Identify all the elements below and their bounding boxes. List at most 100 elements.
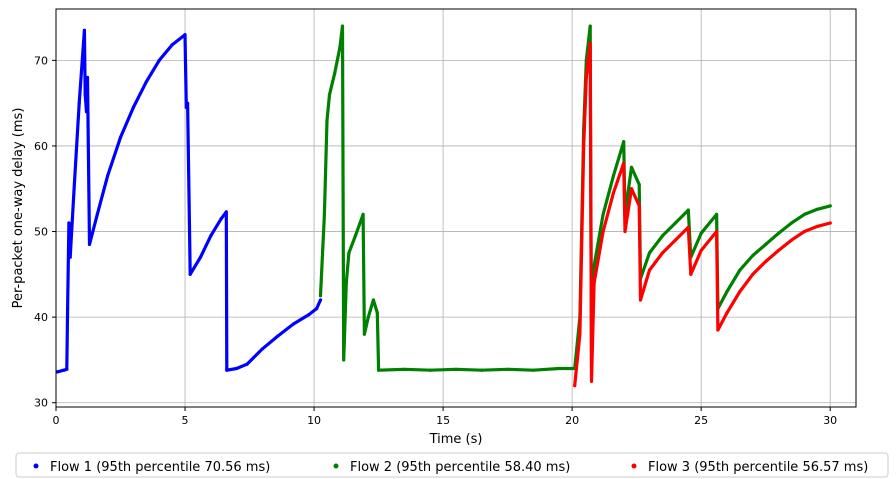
data-point [751, 253, 755, 258]
data-point [637, 204, 641, 208]
series-line-flow-2 [318, 24, 832, 372]
y-axis-label: Per-packet one-way delay (ms) [11, 108, 26, 309]
data-point [715, 229, 719, 234]
data-point [371, 298, 375, 302]
data-point [647, 251, 652, 255]
data-point [318, 294, 323, 298]
data-point [802, 229, 807, 234]
y-tick-label: 70 [34, 54, 48, 67]
data-point [375, 311, 379, 315]
data-point [777, 248, 781, 252]
data-point [131, 105, 135, 109]
data-point [188, 272, 192, 276]
series-flow-1 [55, 28, 323, 374]
y-tick-label: 30 [34, 397, 48, 410]
data-point [689, 272, 693, 276]
data-point [588, 24, 592, 28]
legend-label-flow-3: Flow 3 (95th percentile 56.57 ms) [648, 460, 868, 475]
data-point [245, 362, 249, 366]
x-tick-label: 0 [53, 414, 60, 427]
data-point [118, 135, 123, 139]
data-point [699, 248, 703, 252]
y-tick-label: 50 [34, 226, 48, 239]
data-point [186, 101, 190, 105]
data-point [276, 334, 280, 338]
data-point [361, 212, 365, 216]
data-point [789, 238, 794, 242]
data-point [327, 93, 332, 97]
data-point [225, 368, 229, 372]
data-point [95, 212, 99, 216]
data-point [77, 101, 81, 105]
data-point [557, 366, 561, 371]
data-point [87, 242, 92, 246]
series-line-flow-1 [55, 28, 323, 374]
data-point [219, 217, 223, 221]
data-point [366, 315, 370, 319]
data-point [738, 289, 742, 294]
data-point [68, 255, 72, 259]
data-point [347, 251, 351, 255]
data-point [716, 328, 720, 332]
data-point [428, 368, 432, 372]
y-tick-label: 60 [34, 140, 48, 153]
series-flow-3 [573, 41, 832, 388]
data-point [224, 210, 228, 214]
data-point [592, 281, 596, 285]
data-point [660, 251, 665, 255]
data-point [573, 384, 577, 388]
plot-area [55, 24, 832, 388]
data-point [184, 105, 188, 109]
data-point [828, 221, 832, 225]
x-tick-label: 25 [694, 414, 708, 427]
data-point [315, 307, 319, 311]
data-point [815, 207, 819, 211]
data-point [582, 144, 586, 148]
data-point [333, 71, 337, 75]
data-point [66, 307, 70, 311]
data-point [622, 161, 626, 165]
x-tick-label: 10 [307, 414, 321, 427]
data-point [82, 28, 86, 32]
legend: Flow 1 (95th percentile 70.56 ms) Flow 2… [15, 452, 889, 478]
data-point [183, 33, 187, 37]
data-point [72, 187, 76, 191]
data-point [84, 110, 89, 114]
legend-marker-flow-3 [631, 463, 637, 469]
data-point [638, 298, 643, 302]
data-point [170, 43, 174, 47]
data-point [764, 259, 768, 264]
legend-marker-flow-1 [33, 463, 39, 469]
data-point [584, 75, 588, 80]
data-point [686, 225, 690, 229]
data-point [291, 322, 295, 326]
data-point [592, 264, 596, 268]
data-point [198, 255, 203, 259]
data-point [828, 204, 832, 208]
data-point [144, 80, 148, 84]
series-line-flow-3 [573, 41, 832, 388]
data-point [673, 221, 678, 225]
data-point [777, 231, 781, 235]
data-point [62, 368, 66, 372]
data-point [480, 368, 484, 372]
data-point [235, 366, 239, 371]
data-point [622, 140, 626, 144]
grid-lines [55, 9, 856, 407]
data-point [454, 367, 458, 371]
data-point [325, 118, 329, 122]
data-point [106, 174, 110, 178]
data-point [402, 367, 406, 371]
data-point [725, 311, 729, 315]
data-point [637, 182, 641, 187]
data-point [67, 221, 71, 225]
data-point [725, 289, 729, 294]
data-point [342, 358, 346, 362]
data-point [353, 234, 357, 238]
legend-box [15, 452, 889, 478]
data-point [338, 45, 342, 50]
x-tick-label: 20 [565, 414, 579, 427]
data-point [344, 281, 348, 285]
legend-label-flow-2: Flow 2 (95th percentile 58.40 ms) [350, 460, 570, 475]
data-point [157, 58, 161, 63]
